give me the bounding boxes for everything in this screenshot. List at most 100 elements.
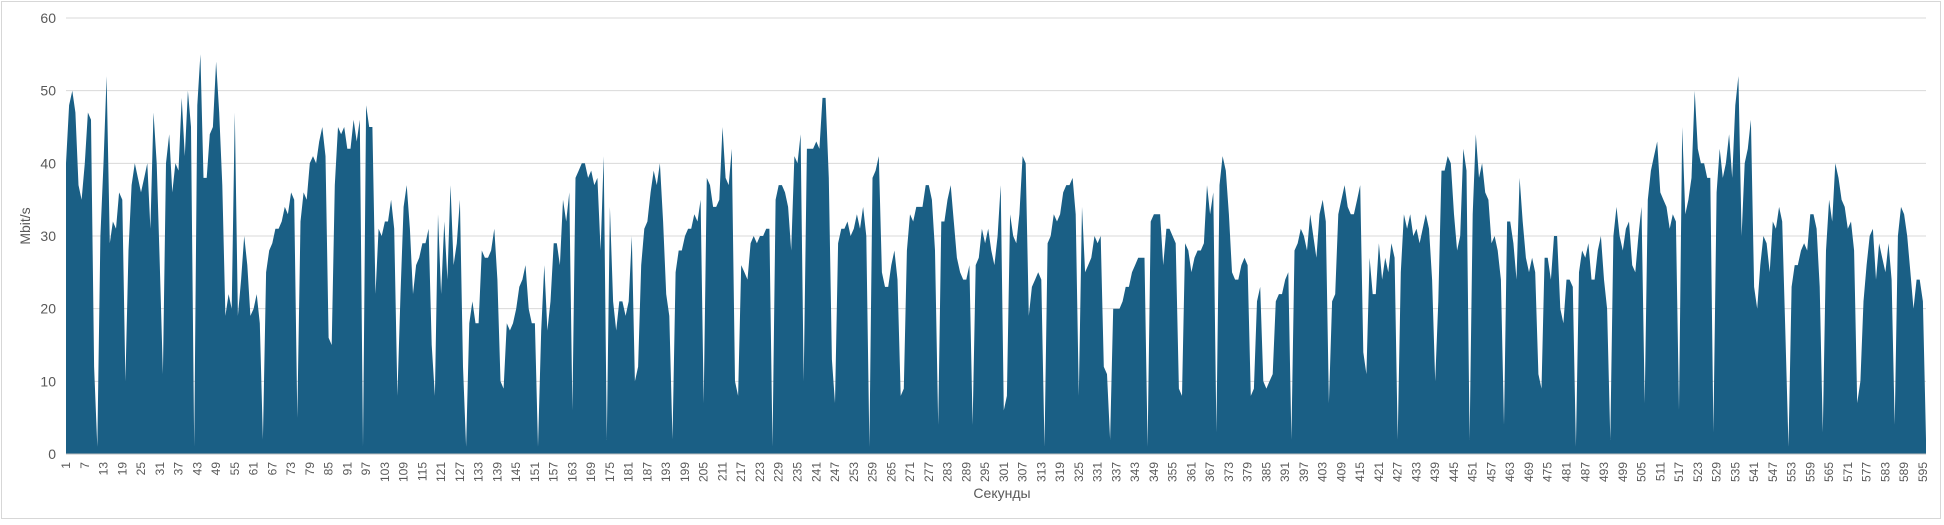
x-tick-label: 145 bbox=[509, 462, 523, 482]
x-tick-label: 421 bbox=[1372, 462, 1386, 482]
x-tick-label: 415 bbox=[1353, 462, 1367, 482]
x-tick-label: 73 bbox=[284, 462, 298, 476]
x-tick-label: 49 bbox=[209, 462, 223, 476]
x-tick-label: 223 bbox=[753, 462, 767, 482]
x-tick-label: 229 bbox=[772, 462, 786, 482]
x-tick-label: 235 bbox=[791, 462, 805, 482]
x-tick-label: 19 bbox=[115, 462, 129, 476]
x-tick-label: 385 bbox=[1259, 462, 1273, 482]
x-tick-label: 163 bbox=[565, 462, 579, 482]
x-tick-label: 289 bbox=[959, 462, 973, 482]
x-tick-label: 595 bbox=[1916, 462, 1930, 482]
x-tick-label: 187 bbox=[640, 462, 654, 482]
x-tick-label: 571 bbox=[1841, 462, 1855, 482]
x-tick-label: 139 bbox=[490, 462, 504, 482]
x-tick-label: 55 bbox=[228, 462, 242, 476]
x-tick-label: 85 bbox=[322, 462, 336, 476]
x-tick-label: 577 bbox=[1860, 462, 1874, 482]
x-tick-label: 265 bbox=[884, 462, 898, 482]
x-tick-label: 109 bbox=[397, 462, 411, 482]
x-tick-label: 583 bbox=[1878, 462, 1892, 482]
x-tick-label: 259 bbox=[866, 462, 880, 482]
x-tick-label: 313 bbox=[1034, 462, 1048, 482]
x-tick-label: 157 bbox=[547, 462, 561, 482]
x-tick-label: 67 bbox=[265, 462, 279, 476]
x-tick-label: 493 bbox=[1597, 462, 1611, 482]
x-tick-label: 409 bbox=[1334, 462, 1348, 482]
x-tick-label: 427 bbox=[1391, 462, 1405, 482]
x-tick-label: 457 bbox=[1485, 462, 1499, 482]
x-tick-label: 175 bbox=[603, 462, 617, 482]
y-tick-label: 0 bbox=[48, 446, 56, 462]
x-tick-label: 487 bbox=[1578, 462, 1592, 482]
x-tick-label: 103 bbox=[378, 462, 392, 482]
x-tick-label: 295 bbox=[978, 462, 992, 482]
x-tick-label: 277 bbox=[922, 462, 936, 482]
x-tick-label: 439 bbox=[1428, 462, 1442, 482]
x-tick-label: 271 bbox=[903, 462, 917, 482]
x-tick-label: 541 bbox=[1747, 462, 1761, 482]
x-tick-label: 211 bbox=[716, 462, 730, 481]
x-tick-label: 523 bbox=[1691, 462, 1705, 482]
x-tick-label: 535 bbox=[1728, 462, 1742, 482]
x-tick-label: 511 bbox=[1653, 462, 1667, 481]
x-tick-label: 469 bbox=[1522, 462, 1536, 482]
x-tick-label: 61 bbox=[247, 462, 261, 476]
x-tick-label: 433 bbox=[1410, 462, 1424, 482]
x-tick-label: 241 bbox=[809, 462, 823, 482]
x-tick-label: 367 bbox=[1203, 462, 1217, 482]
y-tick-label: 20 bbox=[40, 301, 56, 317]
x-tick-label: 25 bbox=[134, 462, 148, 476]
y-tick-label: 10 bbox=[40, 373, 56, 389]
x-tick-label: 505 bbox=[1635, 462, 1649, 482]
x-tick-label: 553 bbox=[1785, 462, 1799, 482]
x-tick-label: 397 bbox=[1297, 462, 1311, 482]
x-tick-label: 373 bbox=[1222, 462, 1236, 482]
x-tick-label: 115 bbox=[415, 462, 429, 481]
x-tick-label: 565 bbox=[1822, 462, 1836, 482]
x-tick-label: 589 bbox=[1897, 462, 1911, 482]
x-tick-label: 247 bbox=[828, 462, 842, 482]
x-tick-label: 331 bbox=[1091, 462, 1105, 482]
x-tick-label: 481 bbox=[1560, 462, 1574, 482]
x-tick-label: 391 bbox=[1278, 462, 1292, 482]
x-tick-label: 451 bbox=[1466, 462, 1480, 482]
y-tick-label: 60 bbox=[40, 10, 56, 26]
x-tick-label: 319 bbox=[1053, 462, 1067, 482]
series-area bbox=[66, 54, 1926, 455]
y-tick-label: 50 bbox=[40, 83, 56, 99]
x-tick-label: 325 bbox=[1072, 462, 1086, 482]
x-tick-label: 475 bbox=[1541, 462, 1555, 482]
x-tick-label: 499 bbox=[1616, 462, 1630, 482]
x-tick-label: 181 bbox=[622, 462, 636, 482]
x-tick-label: 31 bbox=[153, 462, 167, 476]
x-tick-label: 91 bbox=[340, 462, 354, 476]
y-tick-label: 30 bbox=[40, 228, 56, 244]
x-tick-label: 559 bbox=[1803, 462, 1817, 482]
x-tick-label: 205 bbox=[697, 462, 711, 482]
x-tick-label: 151 bbox=[528, 462, 542, 482]
x-tick-label: 337 bbox=[1109, 462, 1123, 482]
x-tick-label: 133 bbox=[472, 462, 486, 482]
x-tick-label: 283 bbox=[941, 462, 955, 482]
y-tick-label: 40 bbox=[40, 155, 56, 171]
x-tick-label: 463 bbox=[1503, 462, 1517, 482]
x-tick-label: 301 bbox=[997, 462, 1011, 482]
x-tick-label: 253 bbox=[847, 462, 861, 482]
x-tick-label: 343 bbox=[1128, 462, 1142, 482]
x-tick-label: 7 bbox=[78, 462, 92, 469]
x-tick-label: 547 bbox=[1766, 462, 1780, 482]
x-tick-label: 97 bbox=[359, 462, 373, 476]
x-tick-label: 403 bbox=[1316, 462, 1330, 482]
x-tick-label: 193 bbox=[659, 462, 673, 482]
x-tick-label: 121 bbox=[434, 462, 448, 482]
x-tick-label: 379 bbox=[1241, 462, 1255, 482]
x-tick-label: 355 bbox=[1166, 462, 1180, 482]
x-tick-label: 361 bbox=[1184, 462, 1198, 482]
y-axis-title: Mbit/s bbox=[17, 207, 33, 244]
x-tick-label: 169 bbox=[584, 462, 598, 482]
x-tick-label: 529 bbox=[1710, 462, 1724, 482]
y-axis-ticks: 0 10 20 30 40 50 60 bbox=[40, 10, 56, 462]
